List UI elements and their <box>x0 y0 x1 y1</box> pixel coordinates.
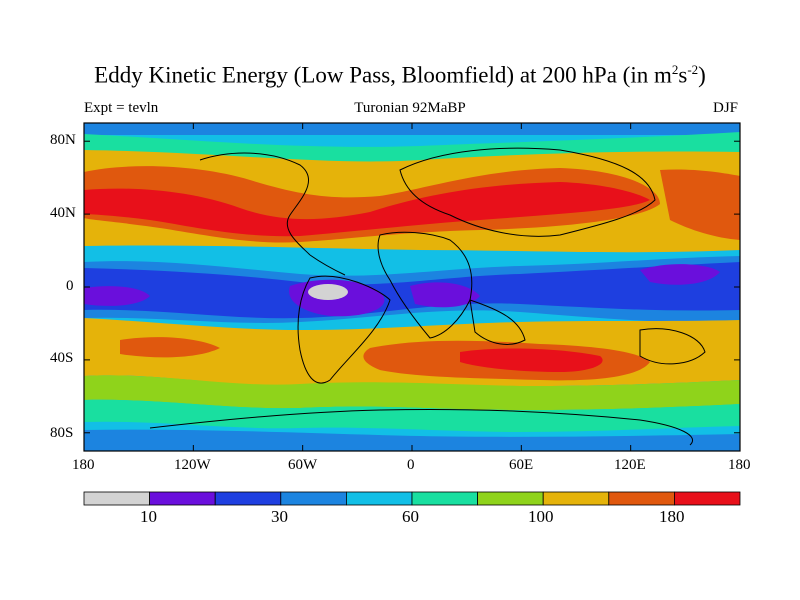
south-green-band <box>84 399 740 432</box>
gray-minimum <box>308 284 348 300</box>
colorbar-label-30: 30 <box>271 507 288 526</box>
purple-east <box>640 264 720 285</box>
colorbar-swatch-6 <box>477 491 544 506</box>
purple-west <box>84 286 150 306</box>
lon-label-0: 0 <box>407 457 415 473</box>
period-label: Turonian 92MaBP <box>354 100 466 116</box>
purple-atlantic <box>410 282 480 308</box>
colorbar <box>83 491 741 506</box>
colorbar-swatch-0 <box>83 491 150 506</box>
colorbar-swatch-3 <box>280 491 347 506</box>
lon-label-60e: 60E <box>509 457 534 473</box>
eurasia-coast <box>399 147 656 237</box>
africa-coast <box>377 231 473 339</box>
colorbar-swatch-9 <box>674 491 741 506</box>
antarctica-coast <box>149 408 693 446</box>
season-label: DJF <box>712 100 738 116</box>
colorbar-swatch-8 <box>608 491 675 506</box>
south-lime-band <box>84 375 740 410</box>
south-orange-west <box>120 337 220 358</box>
north-america-coast <box>199 152 311 256</box>
central-america-coast <box>309 254 346 276</box>
colorbar-swatch-7 <box>542 491 610 506</box>
colorbar-swatch-1 <box>149 491 216 506</box>
lon-label-120w: 120W <box>174 457 211 473</box>
east-orange <box>660 169 740 240</box>
lat-label-eq: 0 <box>66 278 74 294</box>
colorbar-label-180: 180 <box>659 507 685 526</box>
north-jet-core <box>84 182 650 237</box>
india-madagascar-coast <box>469 299 526 345</box>
lon-label-120e: 120E <box>614 457 646 473</box>
south-polar-band <box>84 429 740 451</box>
lon-label-180e: 180 <box>728 457 751 473</box>
lat-label-40n: 40N <box>50 205 76 221</box>
south-jet-core <box>460 348 603 372</box>
colorbar-swatch-2 <box>214 491 282 506</box>
lat-label-80s: 80S <box>50 425 74 441</box>
colorbar-label-10: 10 <box>140 507 157 526</box>
colorbar-label-60: 60 <box>402 507 419 526</box>
lon-label-180w: 180 <box>72 457 95 473</box>
australia-coast <box>639 328 706 365</box>
colorbar-swatch-5 <box>411 491 478 506</box>
south-america-coast <box>297 275 391 384</box>
lat-label-80n: 80N <box>50 132 76 148</box>
colorbar-swatch-4 <box>345 491 413 506</box>
plot-title: Eddy Kinetic Energy (Low Pass, Bloomfiel… <box>94 62 706 88</box>
experiment-label: Expt = tevln <box>84 100 159 116</box>
colorbar-label-100: 100 <box>528 507 554 526</box>
lat-label-40s: 40S <box>50 350 74 366</box>
lon-label-60w: 60W <box>288 457 318 473</box>
